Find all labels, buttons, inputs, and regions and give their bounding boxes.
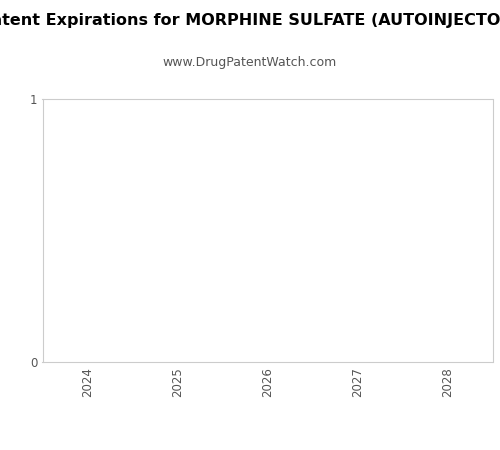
Text: Patent Expirations for MORPHINE SULFATE (AUTOINJECTOR): Patent Expirations for MORPHINE SULFATE … [0,14,500,28]
Text: www.DrugPatentWatch.com: www.DrugPatentWatch.com [163,56,337,69]
